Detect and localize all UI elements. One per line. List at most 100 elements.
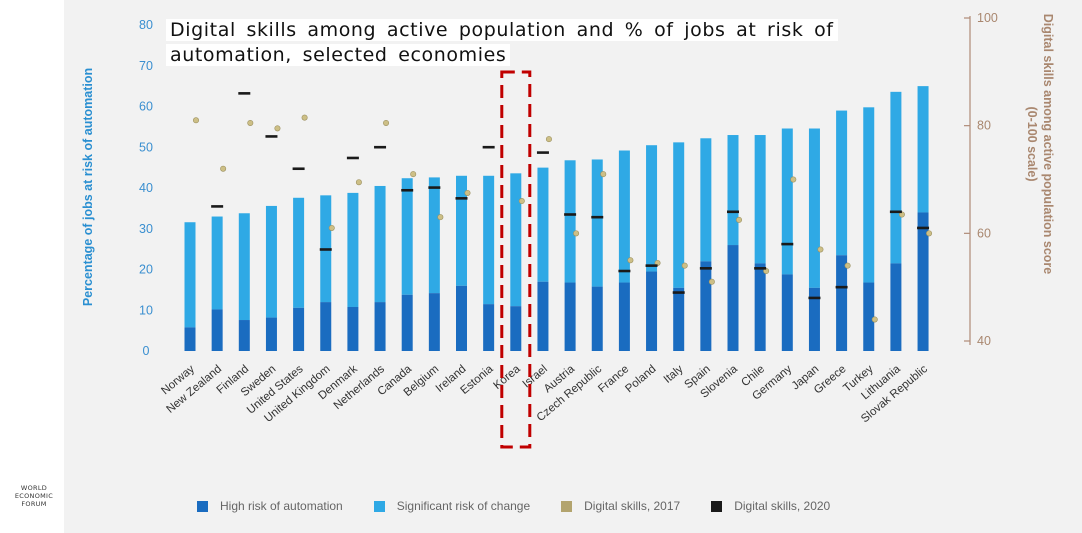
bar-high-risk: [890, 263, 902, 351]
bar-high-risk: [238, 320, 250, 351]
bar-high-risk: [646, 271, 658, 351]
bar-significant-risk: [863, 107, 875, 283]
y-tick-label: 30: [139, 222, 153, 236]
legend-swatch: [561, 500, 573, 512]
bar-significant-risk: [700, 138, 712, 262]
marker-digital-2017: [193, 117, 200, 124]
y-tick-label: 40: [139, 181, 153, 195]
marker-digital-2017: [437, 214, 444, 221]
marker-digital-2017: [301, 114, 308, 121]
world-economic-forum-logo: WORLD ECONOMIC FORUM: [8, 484, 60, 508]
bar-high-risk: [537, 281, 549, 351]
bar-high-risk: [483, 304, 495, 351]
legend-swatch: [197, 500, 208, 512]
logo-line-1: WORLD: [20, 484, 48, 492]
legend-label: Digital skills, 2020: [734, 499, 831, 513]
marker-digital-2017: [844, 262, 851, 269]
marker-digital-2017: [274, 125, 281, 132]
y-axis-label: Percentage of jobs at risk of automation: [81, 67, 95, 307]
chart-title-line-1: Digital skills among active population a…: [166, 19, 838, 41]
y2-tick-label: 60: [977, 226, 991, 240]
marker-digital-2017: [790, 176, 797, 183]
bar-high-risk: [184, 327, 196, 351]
logo-line-2: ECONOMIC: [14, 492, 54, 500]
marker-digital-2017: [627, 257, 634, 264]
marker-digital-2017: [247, 119, 254, 126]
bar-high-risk: [754, 263, 766, 351]
y2-axis-label-line-2: (0-100 scale): [1025, 106, 1039, 182]
bar-high-risk: [917, 212, 929, 351]
marker-digital-2017: [926, 230, 933, 237]
bar-significant-risk: [347, 192, 359, 307]
marker-digital-2017: [573, 230, 580, 237]
bar-significant-risk: [510, 173, 522, 307]
bar-high-risk: [293, 307, 305, 351]
bar-high-risk: [781, 274, 793, 351]
bar-high-risk: [510, 306, 522, 351]
bar-significant-risk: [781, 128, 793, 275]
y-tick-label: 10: [139, 303, 153, 317]
bar-significant-risk: [618, 150, 630, 283]
marker-digital-2017: [600, 171, 607, 178]
bar-high-risk: [347, 306, 359, 351]
marker-digital-2017: [464, 189, 471, 196]
bar-high-risk: [456, 285, 467, 351]
bar-high-risk: [211, 309, 223, 351]
bar-significant-risk: [808, 128, 820, 288]
marker-digital-2017: [545, 136, 552, 143]
y2-tick-label: 40: [977, 334, 991, 348]
bar-significant-risk: [754, 135, 766, 264]
y-tick-label: 0: [143, 344, 150, 358]
bar-high-risk: [401, 294, 413, 351]
marker-digital-2017: [817, 246, 824, 253]
y2-axis-label: Digital skills among active population s…: [1024, 0, 1056, 304]
bar-high-risk: [618, 282, 630, 351]
bar-high-risk: [591, 286, 603, 351]
legend-item-digital-2020: Digital skills, 2020: [711, 499, 830, 513]
bar-significant-risk: [238, 213, 250, 321]
chart-legend: High risk of automation Significant risk…: [197, 497, 861, 515]
y2-tick-label: 100: [977, 11, 998, 25]
marker-digital-2017: [220, 165, 227, 172]
bar-high-risk: [374, 302, 386, 351]
y-tick-label: 80: [139, 18, 153, 32]
marker-digital-2017: [708, 278, 715, 285]
bar-significant-risk: [836, 110, 848, 256]
y-tick-label: 60: [139, 100, 153, 114]
bar-high-risk: [320, 302, 332, 351]
y-tick-label: 20: [139, 263, 153, 277]
y-tick-label: 70: [139, 59, 153, 73]
bar-significant-risk: [401, 178, 413, 295]
bar-high-risk: [564, 282, 576, 351]
marker-digital-2017: [735, 216, 742, 223]
legend-label: High risk of automation: [220, 499, 343, 513]
bar-significant-risk: [673, 142, 685, 288]
marker-digital-2017: [518, 198, 525, 205]
legend-item-digital-2017: Digital skills, 2017: [561, 499, 680, 513]
bar-high-risk: [673, 287, 685, 351]
bar-significant-risk: [265, 205, 277, 318]
bar-significant-risk: [591, 159, 603, 287]
bar-high-risk: [863, 282, 875, 351]
legend-label: Digital skills, 2017: [584, 499, 681, 513]
x-tick-label: Korea: [492, 363, 524, 392]
y2-axis-label-line-1: Digital skills among active population s…: [1041, 13, 1055, 275]
legend-label: Significant risk of change: [396, 499, 531, 513]
bar-significant-risk: [727, 135, 739, 246]
bar-significant-risk: [890, 91, 902, 264]
bar-significant-risk: [184, 222, 196, 328]
marker-digital-2017: [355, 179, 362, 186]
bar-significant-risk: [564, 160, 576, 283]
bar-high-risk: [727, 245, 739, 351]
legend-item-significant-risk: Significant risk of change: [373, 499, 531, 513]
chart-title-line-2: automation, selected economies: [166, 44, 511, 66]
y2-tick-label: 80: [977, 119, 991, 133]
bar-high-risk: [836, 255, 848, 351]
legend-item-high-risk: High risk of automation: [197, 499, 343, 513]
bar-significant-risk: [374, 185, 386, 303]
marker-digital-2017: [871, 316, 878, 323]
bar-high-risk: [808, 287, 820, 351]
bar-high-risk: [428, 293, 440, 351]
marker-digital-2017: [681, 262, 688, 269]
